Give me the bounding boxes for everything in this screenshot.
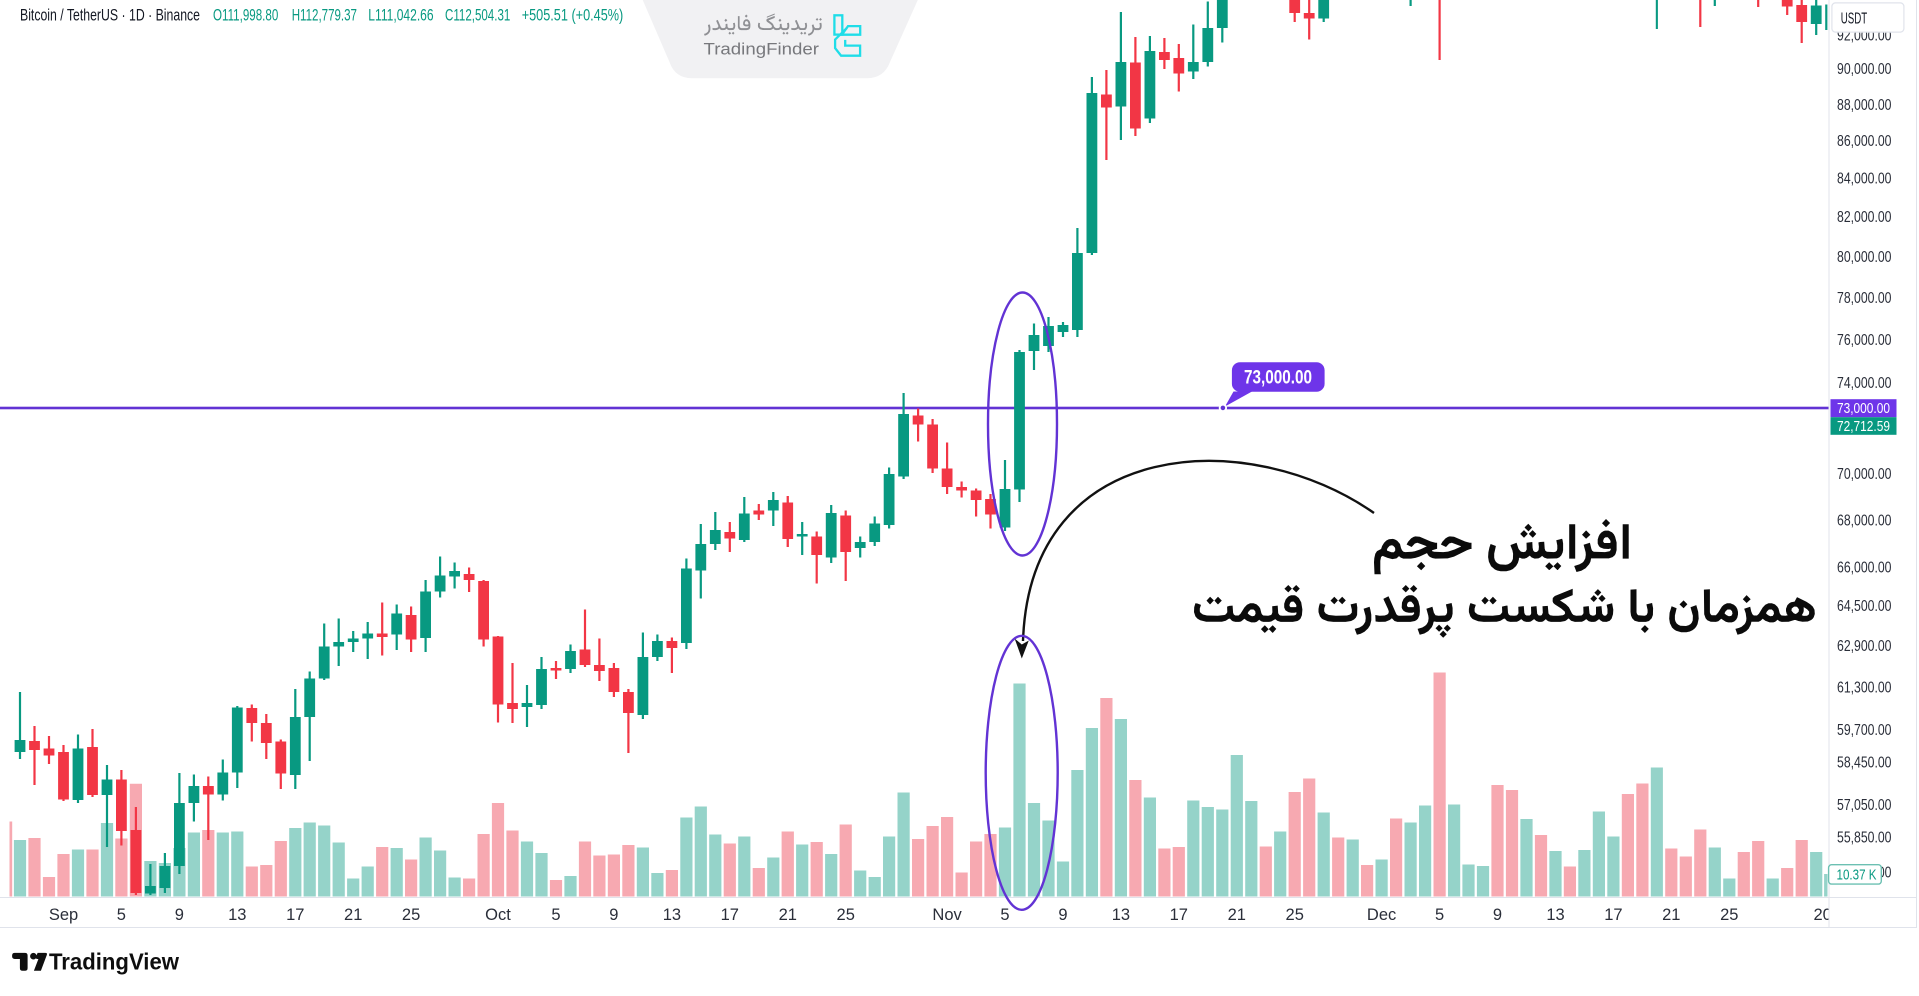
svg-text:86,000.00: 86,000.00 [1837, 133, 1892, 150]
svg-text:5: 5 [551, 906, 560, 924]
svg-text:72,712.59: 72,712.59 [1837, 419, 1890, 435]
svg-text:64,500.00: 64,500.00 [1837, 598, 1892, 615]
svg-text:25: 25 [1286, 906, 1304, 924]
svg-text:O111,998.80: O111,998.80 [213, 6, 278, 25]
svg-text:9: 9 [1058, 906, 1067, 924]
svg-text:76,000.00: 76,000.00 [1837, 332, 1892, 349]
svg-text:59,700.00: 59,700.00 [1837, 722, 1892, 739]
svg-text:25: 25 [402, 906, 420, 924]
svg-text:+505.51 (+0.45%): +505.51 (+0.45%) [522, 6, 624, 25]
svg-text:73,000.00: 73,000.00 [1244, 368, 1312, 389]
svg-text:Dec: Dec [1367, 906, 1396, 924]
svg-text:17: 17 [1170, 906, 1188, 924]
svg-text:Oct: Oct [485, 906, 511, 924]
svg-text:TradingView: TradingView [49, 949, 180, 975]
svg-text:5: 5 [117, 906, 126, 924]
svg-text:Nov: Nov [932, 906, 962, 924]
svg-text:84,000.00: 84,000.00 [1837, 171, 1892, 188]
svg-text:USDT: USDT [1841, 11, 1868, 28]
svg-text:C112,504.31: C112,504.31 [445, 6, 510, 25]
svg-text:61,300.00: 61,300.00 [1837, 680, 1892, 697]
svg-text:25: 25 [1720, 906, 1738, 924]
svg-text:17: 17 [1604, 906, 1622, 924]
svg-text:55,850.00: 55,850.00 [1837, 830, 1892, 847]
svg-text:L111,042.66: L111,042.66 [368, 6, 433, 25]
svg-text:Sep: Sep [49, 906, 78, 924]
svg-text:66,000.00: 66,000.00 [1837, 560, 1892, 577]
svg-text:9: 9 [175, 906, 184, 924]
svg-text:2025: 2025 [1814, 906, 1851, 924]
svg-text:10.37 K: 10.37 K [1837, 868, 1877, 884]
svg-text:21: 21 [344, 906, 362, 924]
svg-text:74,000.00: 74,000.00 [1837, 375, 1892, 392]
svg-text:13: 13 [663, 906, 681, 924]
svg-text:5: 5 [1000, 906, 1009, 924]
svg-text:5: 5 [1435, 906, 1444, 924]
svg-text:9: 9 [609, 906, 618, 924]
svg-text:62,900.00: 62,900.00 [1837, 638, 1892, 655]
svg-text:82,000.00: 82,000.00 [1837, 209, 1892, 226]
svg-text:25: 25 [837, 906, 855, 924]
svg-text:21: 21 [779, 906, 797, 924]
svg-text:13: 13 [228, 906, 246, 924]
svg-text:17: 17 [286, 906, 304, 924]
svg-text:78,000.00: 78,000.00 [1837, 290, 1892, 307]
svg-text:TradingFinder: TradingFinder [704, 41, 820, 59]
svg-text:80,000.00: 80,000.00 [1837, 249, 1892, 266]
svg-text:58,450.00: 58,450.00 [1837, 755, 1892, 772]
svg-text:9: 9 [1493, 906, 1502, 924]
svg-text:13: 13 [1112, 906, 1130, 924]
svg-text:21: 21 [1662, 906, 1680, 924]
svg-text:70,000.00: 70,000.00 [1837, 466, 1892, 483]
svg-text:21: 21 [1228, 906, 1246, 924]
svg-text:H112,779.37: H112,779.37 [292, 6, 357, 25]
svg-text:13: 13 [1546, 906, 1564, 924]
svg-text:17: 17 [721, 906, 739, 924]
svg-text:88,000.00: 88,000.00 [1837, 97, 1892, 114]
svg-text:Bitcoin / TetherUS · 1D · Bina: Bitcoin / TetherUS · 1D · Binance [20, 6, 200, 25]
svg-text:68,000.00: 68,000.00 [1837, 513, 1892, 530]
svg-text:57,050.00: 57,050.00 [1837, 797, 1892, 814]
svg-text:73,000.00: 73,000.00 [1837, 401, 1890, 417]
svg-text:90,000.00: 90,000.00 [1837, 61, 1892, 78]
